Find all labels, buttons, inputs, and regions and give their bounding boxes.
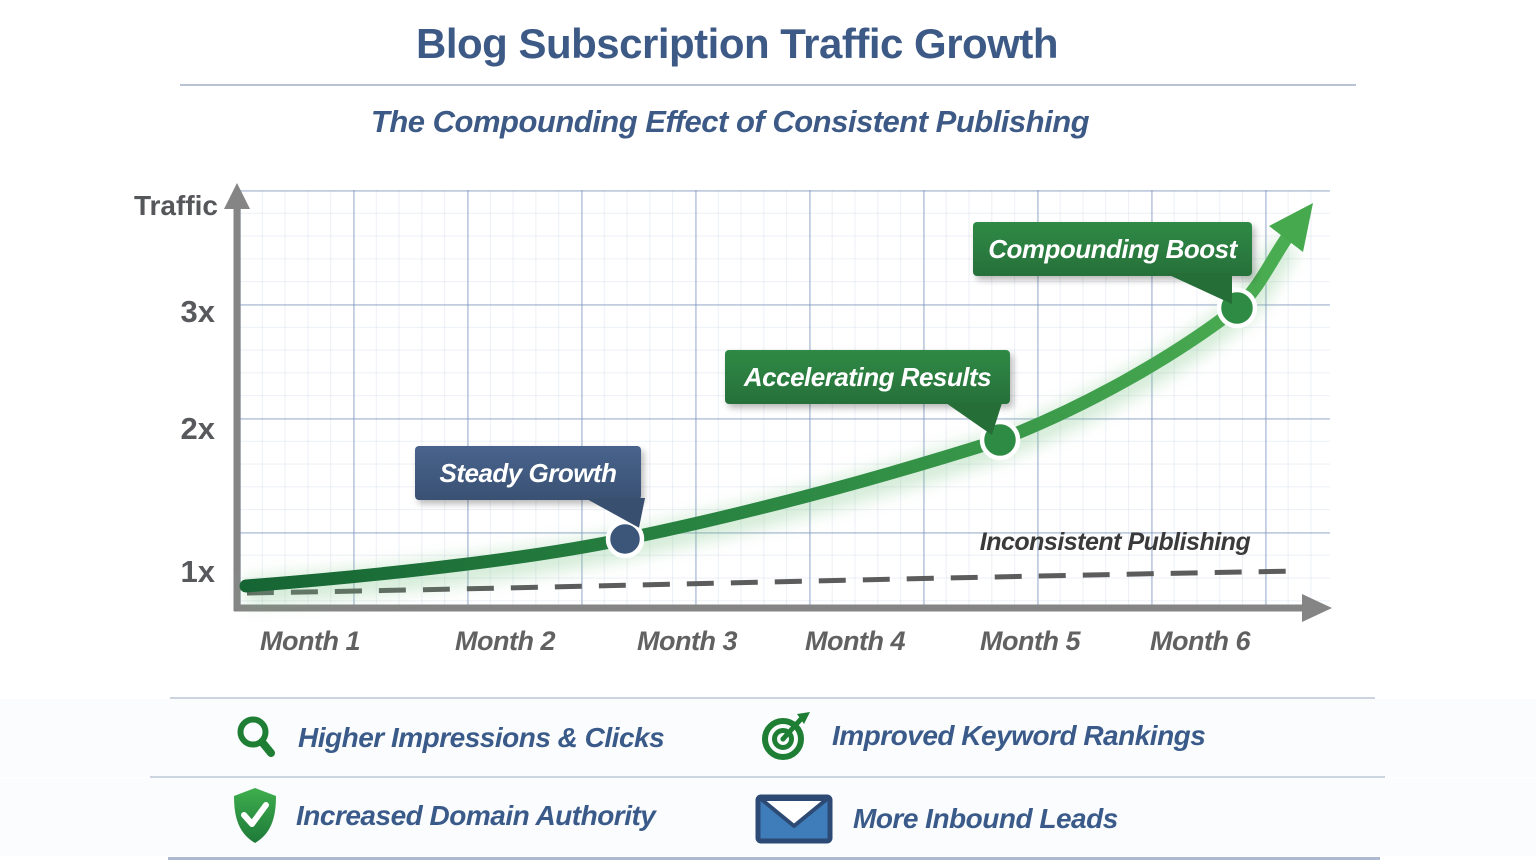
y-tick-3x: 3x <box>180 294 215 329</box>
callout-compounding-boost: Compounding Boost <box>973 222 1252 276</box>
shield-check-icon <box>230 786 280 846</box>
legend-label-impressions: Higher Impressions & Clicks <box>298 722 665 753</box>
legend-label-rankings: Improved Keyword Rankings <box>832 720 1206 751</box>
data-point-steady-growth <box>605 519 645 559</box>
callout-steady-growth: Steady Growth <box>415 446 641 500</box>
x-tick-month-3: Month 3 <box>637 626 737 656</box>
legend-separator-top <box>170 697 1375 699</box>
legend-item-rankings: Improved Keyword Rankings <box>760 708 1206 764</box>
legend-separator-middle <box>150 776 1385 778</box>
x-tick-month-1: Month 1 <box>260 626 360 656</box>
target-icon <box>760 710 812 762</box>
legend-label-authority: Increased Domain Authority <box>296 800 656 831</box>
callout-accelerating-results-label: Accelerating Results <box>743 361 992 392</box>
bottom-border <box>168 857 1380 860</box>
x-tick-month-2: Month 2 <box>455 626 555 656</box>
x-tick-month-4: Month 4 <box>805 626 905 656</box>
legend-item-leads: More Inbound Leads <box>755 794 1118 844</box>
envelope-icon <box>755 794 833 844</box>
y-tick-2x: 2x <box>180 411 215 446</box>
inconsistent-publishing-label: Inconsistent Publishing <box>979 528 1251 556</box>
y-axis-title: Traffic <box>133 190 218 221</box>
y-tick-1x: 1x <box>180 554 215 589</box>
x-axis-arrow-icon <box>1302 594 1332 622</box>
legend-item-impressions: Higher Impressions & Clicks <box>234 710 665 766</box>
callout-accelerating-results: Accelerating Results <box>725 350 1010 404</box>
y-axis-arrow-icon <box>224 183 250 209</box>
page-subtitle: The Compounding Effect of Consistent Pub… <box>370 104 1090 139</box>
legend-item-authority: Increased Domain Authority <box>230 786 656 846</box>
callout-steady-growth-label: Steady Growth <box>439 457 617 488</box>
x-tick-month-6: Month 6 <box>1150 626 1250 656</box>
search-icon <box>234 715 280 761</box>
growth-curve-arrow-icon <box>1269 203 1313 252</box>
callout-compounding-boost-label: Compounding Boost <box>988 233 1237 264</box>
legend-label-leads: More Inbound Leads <box>853 803 1118 834</box>
page-title: Blog Subscription Traffic Growth <box>415 20 1059 67</box>
x-tick-month-5: Month 5 <box>980 626 1080 656</box>
title-divider <box>180 84 1356 86</box>
